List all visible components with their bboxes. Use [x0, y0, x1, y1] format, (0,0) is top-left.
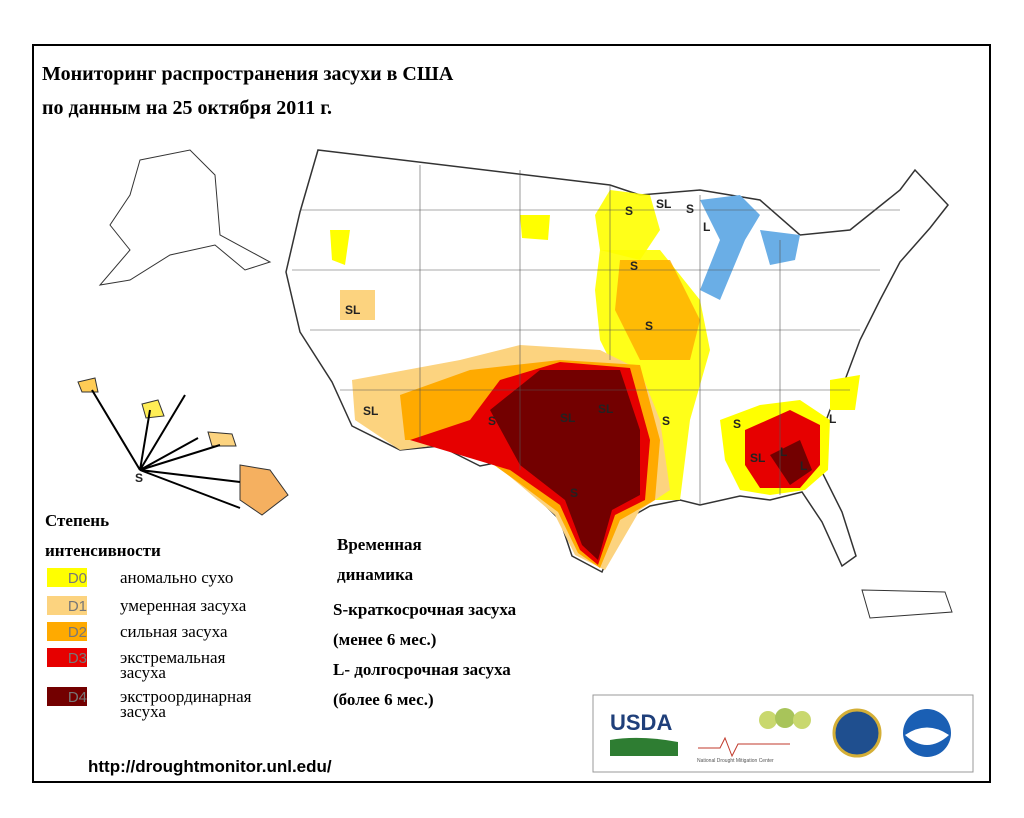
legend-label: аномально сухо — [120, 568, 233, 587]
state-lines — [292, 165, 900, 505]
legend-label: засуха — [120, 702, 166, 721]
map-label: SL — [560, 411, 575, 425]
great-lakes — [700, 195, 800, 300]
map-label: SL — [750, 451, 765, 465]
drought-d4 — [770, 440, 812, 485]
legend: D0 аномально сухо D1 умеренная засуха D2 силь… — [47, 568, 252, 721]
usda-logo: USDA — [610, 710, 672, 735]
dynamics-line: S-краткосрочная засуха — [333, 600, 517, 619]
drought-d0 — [595, 190, 660, 260]
map-label: L — [829, 412, 836, 426]
map-label: S — [686, 202, 694, 216]
map-label: S — [488, 414, 496, 428]
dynamics-line: (более 6 мес.) — [333, 690, 434, 709]
map-label: S — [645, 319, 653, 333]
legend-title: интенсивности — [45, 541, 161, 560]
legend-label: экстремальная — [120, 648, 226, 667]
legend-swatch — [47, 622, 87, 641]
drought-d2 — [615, 260, 700, 360]
puerto-rico — [861, 589, 953, 619]
us-map — [285, 149, 949, 574]
map-label: L — [800, 459, 807, 473]
url[interactable]: http://droughtmonitor.unl.edu/ — [88, 757, 332, 776]
map-label: S — [570, 486, 578, 500]
hawaii — [77, 377, 289, 516]
noaa-wave — [905, 727, 949, 745]
commerce-seal — [832, 708, 882, 758]
legend-label: сильная засуха — [120, 622, 228, 641]
map-label: S — [135, 471, 143, 485]
usda-mark — [610, 737, 678, 756]
ndmc-tree — [793, 711, 811, 729]
legend-title: Степень — [45, 511, 109, 530]
legend-code: D3 — [68, 650, 87, 667]
map-label: S — [625, 204, 633, 218]
dynamics-line: L- долгосрочная засуха — [333, 660, 511, 679]
dynamics-title: динамика — [337, 565, 414, 584]
dynamics-title: Временная — [337, 535, 422, 554]
map-label: S — [662, 414, 670, 428]
dynamics-line: (менее 6 мес.) — [333, 630, 436, 649]
map-label: S — [630, 259, 638, 273]
title-line: по данным на 25 октября 2011 г. — [42, 97, 332, 119]
legend-label: экстроординарная — [120, 687, 252, 706]
legend-code: D1 — [68, 598, 87, 615]
drought-d1 — [340, 290, 375, 320]
legend-label: умеренная засуха — [120, 596, 247, 615]
legend-swatch — [47, 568, 87, 587]
ndmc-tree — [759, 711, 777, 729]
map-label: L — [703, 220, 710, 234]
map-label: SL — [598, 402, 613, 416]
drought-d4 — [490, 370, 640, 560]
ndmc-logo: National Drought Mitigation Center — [697, 758, 774, 764]
legend-swatch — [47, 648, 87, 667]
legend-label: засуха — [120, 663, 166, 682]
title-line: Мониторинг распространения засухи в США — [42, 63, 454, 85]
ndmc-tree — [775, 708, 795, 728]
map-label: S — [733, 417, 741, 431]
legend-swatch — [47, 596, 87, 615]
map-label: SL — [363, 404, 378, 418]
logos: USDA National Drought Mitigation Center — [592, 694, 974, 773]
legend-code: D2 — [68, 624, 87, 641]
ndmc-line — [698, 736, 790, 758]
map-label: L — [780, 445, 787, 459]
map-label: SL — [656, 197, 671, 211]
map-labels: S SL S L S S SL SL S SL SL S S S L SL L … — [135, 197, 836, 500]
legend-code: D4 — [68, 689, 87, 706]
legend-swatch — [47, 687, 87, 706]
legend-code: D0 — [68, 570, 87, 587]
map-label: SL — [345, 303, 360, 317]
alaska — [98, 149, 272, 286]
